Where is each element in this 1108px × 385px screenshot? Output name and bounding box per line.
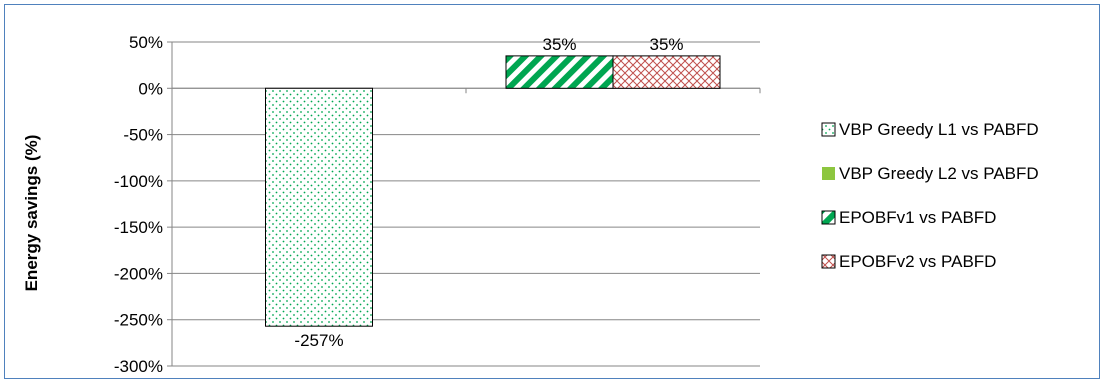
legend: VBP Greedy L1 vs PABFD VBP Greedy L2 vs P… [821,120,1039,271]
y-tick-label: 0% [138,79,163,98]
bar [612,55,721,89]
y-tick-label: -300% [114,357,163,376]
chart-frame: 50% 0% -50% -100% -150% -200% -250% -300% -257%… [4,4,1100,379]
bars [265,55,721,327]
y-tick-label: -150% [114,218,163,237]
y-tick-label: -100% [114,172,163,191]
y-tick-label: -200% [114,264,163,283]
y-tick-label: -250% [114,311,163,330]
bar-chart: 50% 0% -50% -100% -150% -200% -250% -300% -257%… [22,33,1039,376]
y-axis-title: Energy savings (%) [22,135,41,292]
y-tick-label: -50% [123,126,163,145]
data-label: -257% [294,331,343,350]
legend-swatch [822,167,835,180]
legend-label: VBP Greedy L2 vs PABFD [839,164,1039,183]
legend-label: EPOBFv2 vs PABFD [839,252,996,271]
legend-swatch [821,210,836,225]
data-label: 35% [649,35,683,54]
legend-swatch [821,122,836,137]
data-label: 35% [542,35,576,54]
legend-swatch [821,254,836,269]
bar [265,87,373,327]
bar [505,55,614,89]
legend-label: VBP Greedy L1 vs PABFD [839,120,1039,139]
data-labels: -257% 35% 35% [294,35,683,350]
y-tick-label: 50% [129,33,163,52]
legend-label: EPOBFv1 vs PABFD [839,208,996,227]
